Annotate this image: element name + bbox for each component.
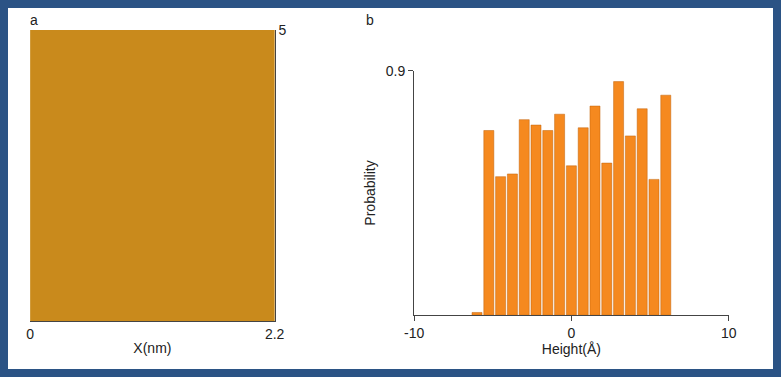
svg-text:0: 0 (568, 325, 576, 341)
svg-text:5: 5 (278, 22, 286, 38)
svg-text:10: 10 (721, 325, 737, 341)
svg-text:Probability: Probability (362, 160, 378, 225)
svg-text:X(nm): X(nm) (133, 340, 171, 356)
svg-text:2.2: 2.2 (265, 326, 285, 342)
svg-text:Height(Å): Height(Å) (542, 341, 601, 357)
svg-text:0: 0 (26, 326, 34, 342)
svg-text:0.9: 0.9 (386, 63, 406, 79)
svg-text:b: b (366, 12, 374, 28)
svg-text:-10: -10 (404, 325, 424, 341)
svg-text:a: a (30, 12, 38, 28)
